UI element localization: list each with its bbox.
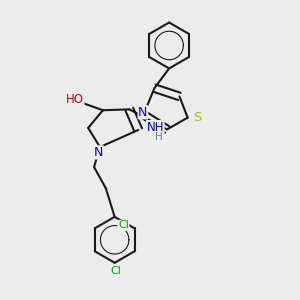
Text: H: H bbox=[155, 132, 163, 142]
Text: Cl: Cl bbox=[118, 220, 129, 230]
Text: NH: NH bbox=[147, 121, 164, 134]
Text: HO: HO bbox=[66, 93, 84, 106]
Text: Cl: Cl bbox=[111, 266, 122, 276]
Text: N: N bbox=[94, 146, 103, 159]
Text: N: N bbox=[138, 106, 148, 119]
Text: S: S bbox=[193, 111, 201, 124]
